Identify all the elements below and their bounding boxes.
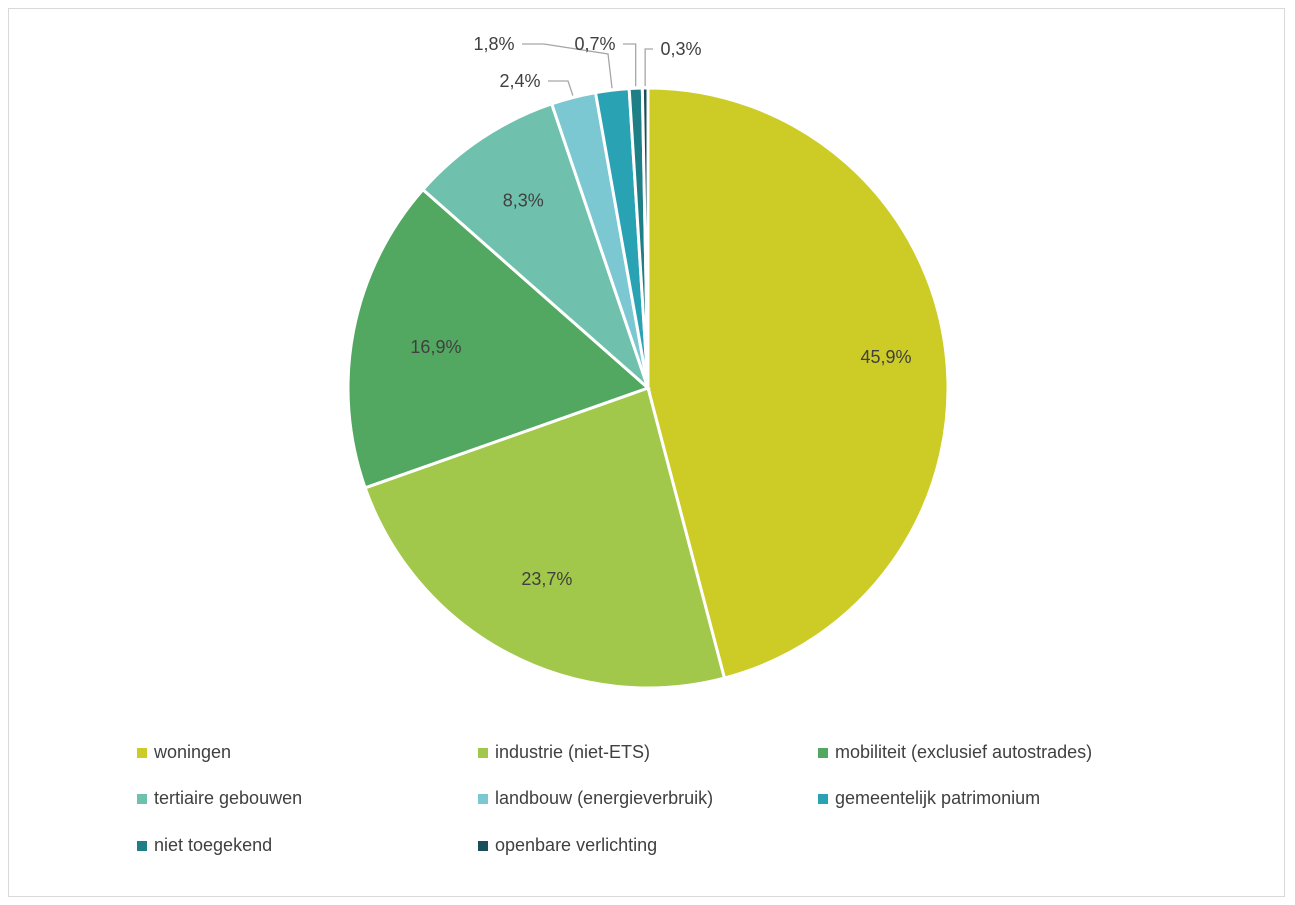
- legend-label-landbouw-energieverbruik: landbouw (energieverbruik): [495, 788, 713, 808]
- legend-swatch-niet-toegekend: [137, 841, 147, 851]
- legend-label-woningen: woningen: [153, 742, 231, 762]
- legend: woningen industrie (niet-ETS) mobiliteit (…: [137, 742, 1092, 855]
- data-label-niet-toegekend: 0,7%: [574, 34, 615, 54]
- legend-item-tertiaire-gebouwen: tertiaire gebouwen: [137, 788, 302, 808]
- legend-item-niet-toegekend: niet toegekend: [137, 835, 272, 855]
- pie-slice-openbare-verlichting: [640, 86, 650, 389]
- legend-label-niet-toegekend: niet toegekend: [154, 835, 272, 855]
- pie-slice-woningen: [646, 86, 950, 680]
- legend-item-openbare-verlichting: openbare verlichting: [478, 835, 657, 855]
- legend-swatch-gemeentelijk-patrimonium: [818, 794, 828, 804]
- legend-item-landbouw-energieverbruik: landbouw (energieverbruik): [478, 788, 713, 808]
- data-labels: 45,9% 23,7% 16,9% 8,3% 2,4% 1,8% 0,7% 0,3%: [410, 34, 911, 589]
- legend-swatch-mobiliteit-exclusief-autostrades: [818, 748, 828, 758]
- leader-line-landbouw-energieverbruik: [548, 80, 574, 96]
- legend-swatch-tertiaire-gebouwen: [137, 794, 147, 804]
- legend-item-woningen: woningen: [137, 742, 231, 762]
- legend-label-mobiliteit-exclusief-autostrades: mobiliteit (exclusief autostrades): [835, 742, 1092, 762]
- data-label-gemeentelijk-patrimonium: 1,8%: [473, 34, 514, 54]
- data-label-landbouw-energieverbruik: 2,4%: [499, 71, 540, 91]
- legend-item-mobiliteit-exclusief-autostrades: mobiliteit (exclusief autostrades): [818, 742, 1092, 762]
- leader-lines: [522, 43, 653, 96]
- legend-item-industrie-niet-ets: industrie (niet-ETS): [478, 742, 650, 762]
- data-label-tertiaire-gebouwen: 8,3%: [503, 191, 544, 211]
- pie-slice-industrie-niet-ets: [363, 386, 727, 690]
- legend-item-gemeentelijk-patrimonium: gemeentelijk patrimonium: [818, 788, 1040, 808]
- data-label-mobiliteit-exclusief-autostrades: 16,9%: [410, 337, 461, 357]
- data-label-industrie-niet-ets: 23,7%: [521, 569, 572, 589]
- leader-line-niet-toegekend: [623, 43, 637, 87]
- pie-slice-tertiaire-gebouwen: [420, 101, 652, 393]
- leader-line-gemeentelijk-patrimonium: [522, 43, 613, 89]
- legend-swatch-landbouw-energieverbruik: [478, 794, 488, 804]
- legend-swatch-openbare-verlichting: [478, 841, 488, 851]
- legend-label-openbare-verlichting: openbare verlichting: [495, 835, 657, 855]
- legend-swatch-woningen: [137, 748, 147, 758]
- pie-slices: [346, 86, 950, 690]
- data-label-openbare-verlichting: 0,3%: [660, 39, 701, 59]
- legend-swatch-industrie-niet-ets: [478, 748, 488, 758]
- legend-label-tertiaire-gebouwen: tertiaire gebouwen: [154, 788, 302, 808]
- pie-slice-mobiliteit-exclusief-autostrades: [346, 187, 651, 490]
- leader-line-openbare-verlichting: [644, 48, 653, 87]
- legend-label-gemeentelijk-patrimonium: gemeentelijk patrimonium: [835, 788, 1040, 808]
- legend-label-industrie-niet-ets: industrie (niet-ETS): [495, 742, 650, 762]
- data-label-woningen: 45,9%: [860, 347, 911, 367]
